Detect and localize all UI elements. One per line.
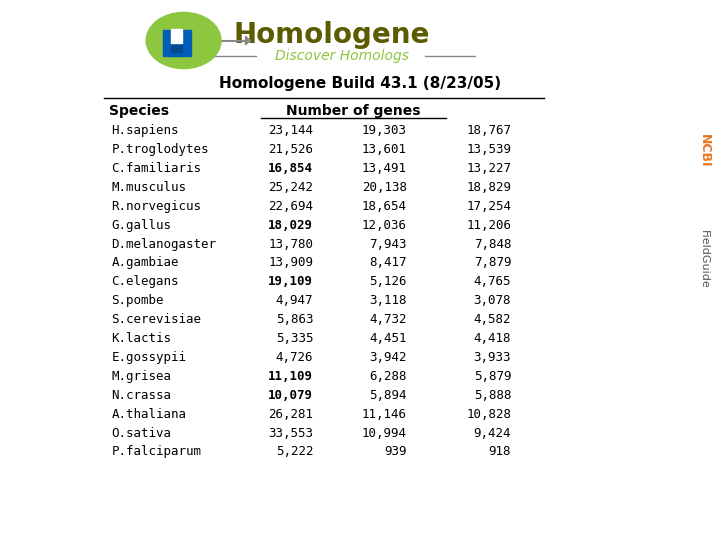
Text: 4,765: 4,765 bbox=[474, 275, 511, 288]
Text: 7,848: 7,848 bbox=[474, 238, 511, 251]
Text: A.thaliana: A.thaliana bbox=[112, 408, 186, 421]
Text: 7,943: 7,943 bbox=[369, 238, 407, 251]
Text: 5,863: 5,863 bbox=[276, 313, 313, 326]
Text: 13,227: 13,227 bbox=[467, 162, 511, 175]
Text: O.sativa: O.sativa bbox=[112, 427, 171, 440]
Text: Homologene Build 43.1 (8/23/05): Homologene Build 43.1 (8/23/05) bbox=[219, 76, 501, 91]
Text: M.grisea: M.grisea bbox=[112, 370, 171, 383]
Text: 4,732: 4,732 bbox=[369, 313, 407, 326]
Text: 20,138: 20,138 bbox=[361, 181, 407, 194]
Text: 13,909: 13,909 bbox=[268, 256, 313, 269]
Text: Species: Species bbox=[109, 104, 169, 118]
Text: 5,888: 5,888 bbox=[474, 389, 511, 402]
Text: 4,451: 4,451 bbox=[369, 332, 407, 345]
Text: 19,109: 19,109 bbox=[268, 275, 313, 288]
Text: 18,654: 18,654 bbox=[361, 200, 407, 213]
Text: Discover Homologs: Discover Homologs bbox=[275, 49, 409, 63]
Text: 19,303: 19,303 bbox=[361, 124, 407, 137]
Text: A.gambiae: A.gambiae bbox=[112, 256, 179, 269]
Text: 3,933: 3,933 bbox=[474, 351, 511, 364]
Text: 23,144: 23,144 bbox=[268, 124, 313, 137]
Text: H.sapiens: H.sapiens bbox=[112, 124, 179, 137]
Text: P.troglodytes: P.troglodytes bbox=[112, 143, 209, 156]
Text: 13,491: 13,491 bbox=[361, 162, 407, 175]
Text: 26,281: 26,281 bbox=[268, 408, 313, 421]
Text: K.lactis: K.lactis bbox=[112, 332, 171, 345]
Text: 11,206: 11,206 bbox=[467, 219, 511, 232]
Text: E.gossypii: E.gossypii bbox=[112, 351, 186, 364]
Text: N.crassa: N.crassa bbox=[112, 389, 171, 402]
Text: 5,222: 5,222 bbox=[276, 446, 313, 458]
Text: FieldGuide: FieldGuide bbox=[699, 230, 709, 288]
Text: S.pombe: S.pombe bbox=[112, 294, 164, 307]
Text: 6,288: 6,288 bbox=[369, 370, 407, 383]
Text: 13,539: 13,539 bbox=[467, 143, 511, 156]
Text: G.gallus: G.gallus bbox=[112, 219, 171, 232]
Text: Number of genes: Number of genes bbox=[286, 104, 420, 118]
Text: 918: 918 bbox=[489, 446, 511, 458]
Text: P.falciparum: P.falciparum bbox=[112, 446, 202, 458]
Text: 4,582: 4,582 bbox=[474, 313, 511, 326]
Text: 11,109: 11,109 bbox=[268, 370, 313, 383]
Text: C.familiaris: C.familiaris bbox=[112, 162, 202, 175]
Text: 3,942: 3,942 bbox=[369, 351, 407, 364]
Text: 9,424: 9,424 bbox=[474, 427, 511, 440]
Text: 12,036: 12,036 bbox=[361, 219, 407, 232]
Text: NCBI: NCBI bbox=[698, 134, 711, 168]
Text: 17,254: 17,254 bbox=[467, 200, 511, 213]
Text: 8,417: 8,417 bbox=[369, 256, 407, 269]
Text: 3,078: 3,078 bbox=[474, 294, 511, 307]
Text: 10,079: 10,079 bbox=[268, 389, 313, 402]
Text: S.cerevisiae: S.cerevisiae bbox=[112, 313, 202, 326]
Text: 21,526: 21,526 bbox=[268, 143, 313, 156]
Text: 33,553: 33,553 bbox=[268, 427, 313, 440]
Text: 22,694: 22,694 bbox=[268, 200, 313, 213]
Text: 16,854: 16,854 bbox=[268, 162, 313, 175]
Text: 13,601: 13,601 bbox=[361, 143, 407, 156]
Text: C.elegans: C.elegans bbox=[112, 275, 179, 288]
Text: Homologene: Homologene bbox=[234, 21, 431, 49]
Text: 4,947: 4,947 bbox=[276, 294, 313, 307]
Text: 5,879: 5,879 bbox=[474, 370, 511, 383]
Text: 18,829: 18,829 bbox=[467, 181, 511, 194]
Text: D.melanogaster: D.melanogaster bbox=[112, 238, 217, 251]
Text: 939: 939 bbox=[384, 446, 407, 458]
Text: 7,879: 7,879 bbox=[474, 256, 511, 269]
Text: 25,242: 25,242 bbox=[268, 181, 313, 194]
Text: 18,767: 18,767 bbox=[467, 124, 511, 137]
Text: 10,994: 10,994 bbox=[361, 427, 407, 440]
Text: M.musculus: M.musculus bbox=[112, 181, 186, 194]
Text: 5,126: 5,126 bbox=[369, 275, 407, 288]
Text: 11,146: 11,146 bbox=[361, 408, 407, 421]
Text: 13,780: 13,780 bbox=[268, 238, 313, 251]
Text: 3,118: 3,118 bbox=[369, 294, 407, 307]
Text: 5,894: 5,894 bbox=[369, 389, 407, 402]
Text: 5,335: 5,335 bbox=[276, 332, 313, 345]
Text: 4,726: 4,726 bbox=[276, 351, 313, 364]
Text: R.norvegicus: R.norvegicus bbox=[112, 200, 202, 213]
Text: 18,029: 18,029 bbox=[268, 219, 313, 232]
Text: 4,418: 4,418 bbox=[474, 332, 511, 345]
Text: 10,828: 10,828 bbox=[467, 408, 511, 421]
